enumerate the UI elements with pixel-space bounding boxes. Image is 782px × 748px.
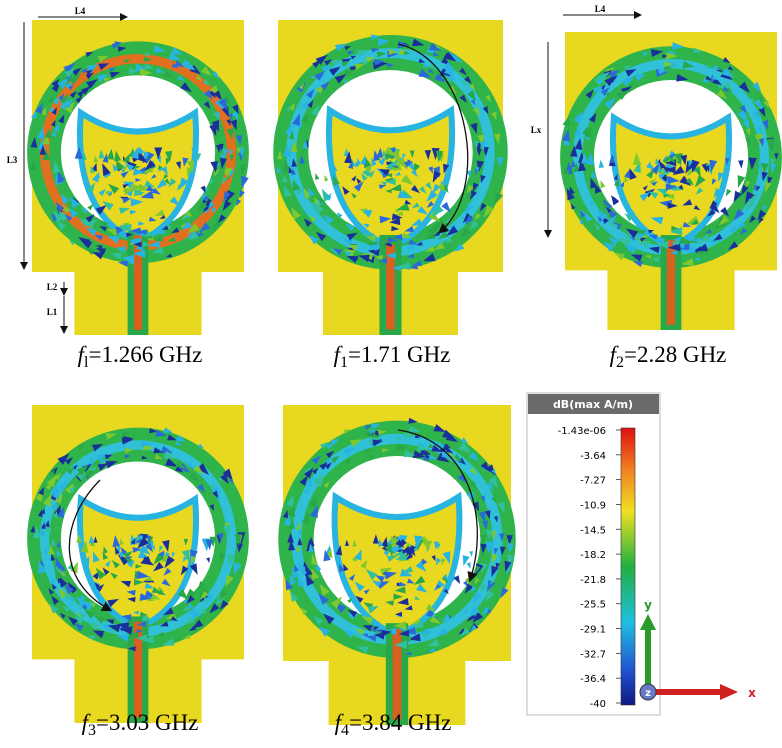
caption-subscript: 3 xyxy=(88,722,96,739)
legend-tick-label: -14.5 xyxy=(580,525,606,536)
caption: fl=1.266 GHz xyxy=(78,342,203,371)
feed-core xyxy=(393,629,402,720)
legend-tick-label: -32.7 xyxy=(580,649,606,660)
caption-subscript: 2 xyxy=(616,354,624,371)
caption-subscript: 4 xyxy=(341,722,349,739)
legend-tick-label: -36.4 xyxy=(580,674,606,685)
caption-value: =1.71 GHz xyxy=(348,342,450,367)
simulation-panel xyxy=(30,405,245,723)
simulation-panel xyxy=(283,405,514,725)
caption: f2=2.28 GHz xyxy=(610,342,727,371)
legend-tick-label: -1.43e-06 xyxy=(558,426,606,437)
dimension-label: L1 xyxy=(47,307,58,317)
legend-tick-label: -40 xyxy=(590,699,606,710)
x-arrow-head xyxy=(720,684,738,700)
simulation-panel xyxy=(30,20,248,335)
legend-tick-label: -21.8 xyxy=(580,575,606,586)
legend-tick-label: -18.2 xyxy=(580,550,606,561)
legend-tick-label: -3.64 xyxy=(580,451,606,462)
dimension-label: L4 xyxy=(595,4,606,14)
legend-tick-label: -25.5 xyxy=(580,600,606,611)
caption-value: =2.28 GHz xyxy=(624,342,726,367)
caption-subscript: 1 xyxy=(340,354,348,371)
dimension-label: L4 xyxy=(75,6,86,16)
caption-value: =3.84 GHz xyxy=(349,710,451,735)
y-axis-label: y xyxy=(644,598,652,612)
legend-tick-label: -29.1 xyxy=(580,625,606,636)
caption-value: =3.03 GHz xyxy=(96,710,198,735)
caption: f4=3.84 GHz xyxy=(335,710,452,739)
dimension-label: L3 xyxy=(7,155,18,165)
x-axis-label: x xyxy=(748,686,756,700)
caption: f3=3.03 GHz xyxy=(82,710,199,739)
legend-tick-label: -7.27 xyxy=(580,476,606,487)
z-axis-label: z xyxy=(645,688,651,699)
caption: f1=1.71 GHz xyxy=(334,342,451,371)
color-bar xyxy=(621,428,635,705)
dimension-label: L2 xyxy=(47,282,58,292)
figure: dB(max A/m) y x z fl=1.266 GHz f1=1.71 GH… xyxy=(0,0,782,748)
current-arrow xyxy=(241,176,249,189)
legend-tick-label: -10.9 xyxy=(580,500,606,511)
dimension-label: Lx xyxy=(531,125,542,135)
caption-value: =1.266 GHz xyxy=(88,342,202,367)
simulation-panel xyxy=(277,20,504,335)
legend-title: dB(max A/m) xyxy=(553,398,633,411)
simulation-panel xyxy=(562,32,778,330)
